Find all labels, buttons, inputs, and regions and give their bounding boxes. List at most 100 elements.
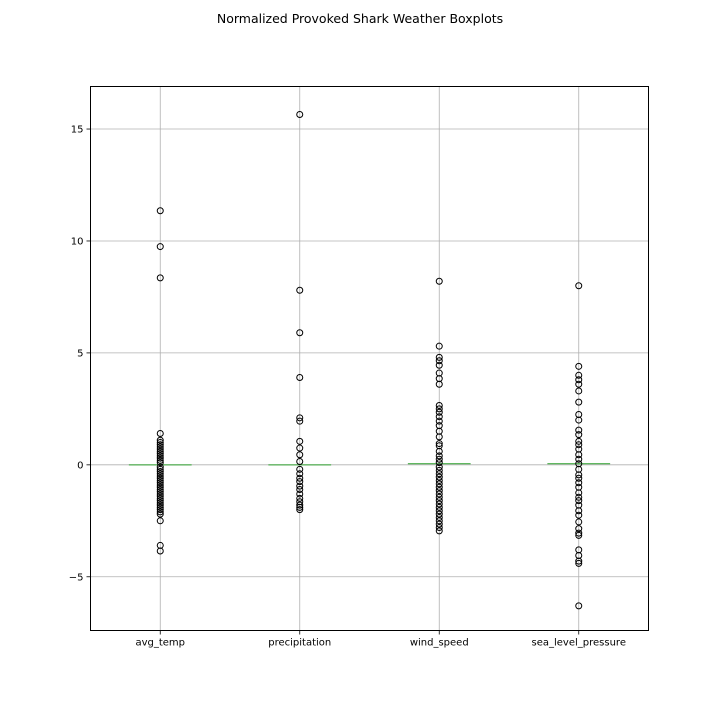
- outlier-point: [156, 508, 164, 516]
- y-tick-label: 0: [77, 460, 83, 471]
- outlier-point: [575, 398, 583, 406]
- outlier-point: [156, 494, 164, 502]
- outlier-point: [296, 506, 304, 514]
- outlier-point: [575, 416, 583, 424]
- outlier-point: [156, 468, 164, 476]
- outlier-point: [156, 483, 164, 491]
- outlier-point: [156, 503, 164, 511]
- outlier-point: [296, 482, 304, 490]
- outlier-point: [296, 451, 304, 459]
- outlier-point: [156, 465, 164, 473]
- outlier-point: [156, 517, 164, 525]
- y-tick-label: −5: [69, 572, 84, 583]
- outlier-point: [575, 507, 583, 515]
- outlier-point: [575, 531, 583, 539]
- outlier-point: [575, 471, 583, 479]
- outlier-point: [156, 492, 164, 500]
- outlier-point: [156, 436, 164, 444]
- outlier-point: [296, 490, 304, 498]
- outlier-point: [296, 437, 304, 445]
- outlier-point: [156, 443, 164, 451]
- box-layer: [128, 110, 611, 610]
- outlier-point: [156, 499, 164, 507]
- outlier-point: [296, 417, 304, 425]
- outlier-point: [435, 527, 443, 535]
- outlier-point: [575, 362, 583, 370]
- outlier-point: [156, 481, 164, 489]
- x-tick-label: precipitation: [268, 638, 331, 649]
- y-tick-label: 5: [77, 348, 83, 359]
- outlier-point: [575, 451, 583, 459]
- tick-layer: −5 0 5 10 15 avg_temp precipitation wind_speed s…: [69, 125, 626, 649]
- outlier-point: [575, 282, 583, 290]
- outlier-point: [296, 329, 304, 337]
- outlier-point: [296, 457, 304, 465]
- outlier-point: [435, 402, 443, 410]
- outlier-point: [156, 477, 164, 485]
- outlier-point: [575, 559, 583, 567]
- outlier-point: [435, 408, 443, 416]
- outlier-point: [575, 431, 583, 439]
- outlier-point: [156, 447, 164, 455]
- outlier-point: [296, 478, 304, 486]
- outlier-point: [156, 470, 164, 478]
- outlier-point: [435, 452, 443, 460]
- y-tick-label: 10: [71, 236, 84, 247]
- outlier-point: [156, 243, 164, 251]
- outlier-point: [156, 452, 164, 460]
- y-tick-label: 15: [71, 125, 84, 136]
- outlier-point: [575, 602, 583, 610]
- outlier-point: [575, 525, 583, 533]
- outlier-point: [575, 529, 583, 537]
- outlier-point: [575, 479, 583, 487]
- outlier-point: [156, 454, 164, 462]
- outlier-point: [435, 517, 443, 525]
- x-tick-label: avg_temp: [135, 638, 185, 649]
- outlier-point: [575, 455, 583, 463]
- outlier-point: [435, 500, 443, 508]
- outlier-point: [435, 277, 443, 285]
- outlier-point: [156, 274, 164, 282]
- outlier-point: [435, 413, 443, 421]
- outlier-point: [156, 510, 164, 518]
- outlier-point: [156, 506, 164, 514]
- grid-layer: [90, 86, 649, 631]
- outlier-point: [296, 501, 304, 509]
- outlier-point: [435, 405, 443, 413]
- outlier-point: [156, 438, 164, 446]
- outlier-point: [575, 518, 583, 526]
- outlier-point: [296, 503, 304, 511]
- outlier-point: [156, 450, 164, 458]
- outlier-point: [575, 426, 583, 434]
- outlier-point: [296, 110, 304, 118]
- outlier-point: [435, 466, 443, 474]
- outlier-point: [156, 207, 164, 215]
- outlier-point: [575, 437, 583, 445]
- outlier-point: [575, 511, 583, 519]
- outlier-point: [435, 480, 443, 488]
- outlier-point: [156, 547, 164, 555]
- outlier-point: [435, 510, 443, 518]
- outlier-point: [296, 494, 304, 502]
- outlier-point: [435, 497, 443, 505]
- outlier-point: [575, 371, 583, 379]
- outlier-point: [575, 380, 583, 388]
- outlier-point: [156, 474, 164, 482]
- outlier-point: [435, 361, 443, 369]
- outlier-point: [296, 444, 304, 452]
- outlier-point: [435, 520, 443, 528]
- outlier-point: [575, 474, 583, 482]
- outlier-point: [435, 455, 443, 463]
- outlier-point: [435, 507, 443, 515]
- outlier-point: [435, 470, 443, 478]
- outlier-point: [156, 501, 164, 509]
- outlier-point: [156, 479, 164, 487]
- outlier-point: [156, 445, 164, 453]
- outlier-point: [156, 459, 164, 467]
- outlier-point: [435, 463, 443, 471]
- x-tick-label: wind_speed: [410, 638, 469, 649]
- outlier-point: [156, 429, 164, 437]
- outlier-point: [435, 483, 443, 491]
- outlier-point: [435, 440, 443, 448]
